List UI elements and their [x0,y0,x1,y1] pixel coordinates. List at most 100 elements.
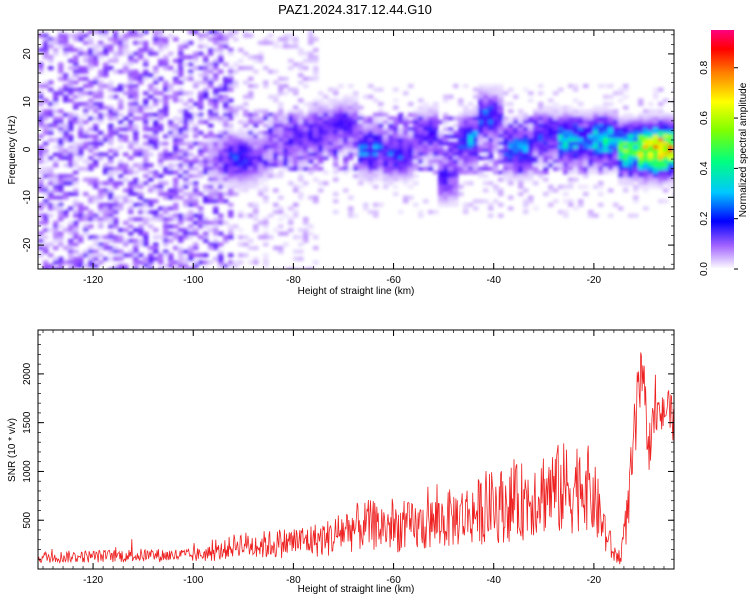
heatmap-cell [593,109,599,114]
heatmap-cell [168,253,174,258]
heatmap-cell [43,228,49,233]
heatmap-cell [78,145,84,150]
heatmap-cell [558,163,564,168]
heatmap-cell [593,105,599,110]
heatmap-cell [43,174,49,179]
heatmap-cell [473,159,479,164]
heatmap-cell [413,123,419,128]
heatmap-cell [248,94,254,99]
heatmap-cell [178,91,184,96]
heatmap-cell [93,76,99,81]
heatmap-cell [443,184,449,189]
heatmap-cell [193,199,199,204]
heatmap-cell [58,242,64,247]
heatmap-cell [263,253,269,258]
heatmap-cell [78,51,84,56]
heatmap-cell [148,84,154,89]
heatmap-cell [353,141,359,146]
heatmap-cell [73,220,79,225]
heatmap-cell [78,210,84,215]
heatmap-cell [58,256,64,261]
heatmap-cell [93,58,99,63]
heatmap-cell [173,235,179,240]
heatmap-cell [438,148,444,153]
heatmap-cell [493,188,499,193]
heatmap-cell [358,141,364,146]
heatmap-cell [168,260,174,265]
heatmap-cell [318,148,324,153]
heatmap-cell [118,37,124,42]
heatmap-cell [538,152,544,157]
heatmap-cell [518,120,524,125]
heatmap-cell [68,152,74,157]
heatmap-cell [573,116,579,121]
heatmap-cell [258,55,264,60]
heatmap-cell [588,120,594,125]
heatmap-cell [88,213,94,218]
heatmap-cell [553,152,559,157]
heatmap-cell [38,246,44,251]
heatmap-cell [618,91,624,96]
heatmap-cell [213,242,219,247]
heatmap-cell [348,94,354,99]
heatmap-cell [393,174,399,179]
heatmap-cell [633,163,639,168]
heatmap-cell [133,130,139,135]
heatmap-cell [188,55,194,60]
heatmap-cell [58,116,64,121]
heatmap-cell [43,260,49,265]
heatmap-cell [468,152,474,157]
heatmap-cell [163,170,169,175]
heatmap-cell [263,235,269,240]
heatmap-cell [173,213,179,218]
heatmap-cell [83,206,89,211]
heatmap-cell [283,76,289,81]
heatmap-cell [558,148,564,153]
heatmap-cell [383,141,389,146]
heatmap-cell [333,123,339,128]
heatmap-cell [263,156,269,161]
heatmap-cell [448,184,454,189]
heatmap-cell [388,159,394,164]
heatmap-cell [658,174,664,179]
heatmap-cell [303,267,309,269]
heatmap-cell [543,192,549,197]
heatmap-cell [308,231,314,236]
heatmap-cell [58,181,64,186]
heatmap-cell [93,152,99,157]
heatmap-cell [158,76,164,81]
heatmap-cell [183,109,189,114]
heatmap-cell [118,40,124,45]
heatmap-cell [448,141,454,146]
heatmap-cell [263,84,269,89]
heatmap-cell [618,138,624,143]
heatmap-cell [518,181,524,186]
heatmap-cell [133,33,139,38]
heatmap-cell [213,30,219,35]
heatmap-cell [273,120,279,125]
heatmap-cell [303,127,309,132]
heatmap-cell [163,105,169,110]
heatmap-cell [193,159,199,164]
heatmap-cell [48,123,54,128]
heatmap-cell [168,127,174,132]
heatmap-cell [418,123,424,128]
heatmap-cell [363,166,369,171]
heatmap-cell [408,159,414,164]
heatmap-cell [63,177,69,182]
heatmap-cell [533,156,539,161]
heatmap-cell [603,102,609,107]
heatmap-cell [378,109,384,114]
heatmap-cell [568,170,574,175]
heatmap-cell [143,242,149,247]
heatmap-cell [318,130,324,135]
heatmap-cell [293,202,299,207]
heatmap-cell [553,166,559,171]
heatmap-cell [653,141,659,146]
heatmap-cell [213,188,219,193]
heatmap-cell [203,267,209,269]
heatmap-cell [493,102,499,107]
heatmap-cell [163,66,169,71]
heatmap-cell [253,58,259,63]
heatmap-cell [463,202,469,207]
